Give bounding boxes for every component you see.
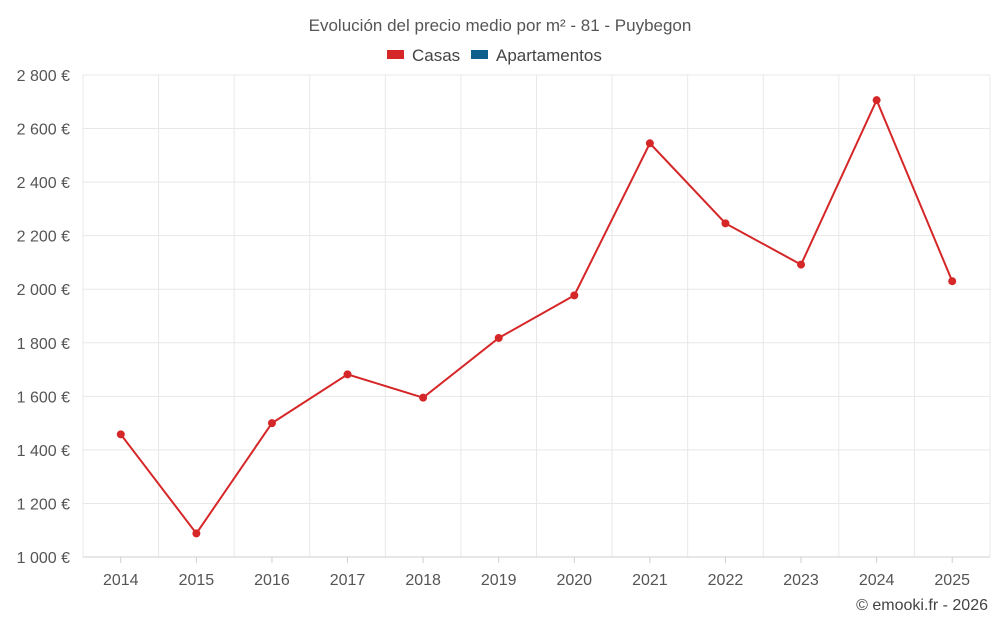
data-point-casas[interactable]	[872, 96, 881, 105]
axes: 1 000 € 1 200 € 1 400 € 1 600 € 1 800 € 2 000…	[17, 68, 990, 589]
data-point-casas[interactable]	[267, 419, 276, 428]
x-tick-label: 2016	[254, 572, 290, 589]
x-tick-label: 2019	[481, 572, 517, 589]
data-point-casas[interactable]	[192, 529, 201, 538]
data-point-casas[interactable]	[645, 139, 654, 148]
y-tick-label: 1 400 €	[17, 443, 70, 460]
y-tick-label: 2 400 €	[17, 175, 70, 192]
chart-title: Evolución del precio medio por m² - 81 -…	[309, 16, 692, 35]
data-point-casas[interactable]	[343, 370, 352, 379]
y-tick-label: 1 800 €	[17, 336, 70, 353]
data-point-casas[interactable]	[948, 277, 957, 286]
x-tick-label: 2022	[708, 572, 744, 589]
data-point-casas[interactable]	[570, 291, 579, 300]
series-line-casas	[119, 97, 954, 536]
x-tick-label: 2017	[330, 572, 366, 589]
data-point-casas[interactable]	[797, 260, 806, 269]
data-point-casas[interactable]	[116, 430, 125, 439]
x-tick-label: 2015	[179, 572, 215, 589]
copyright-text: © emooki.fr - 2026	[856, 597, 988, 614]
y-tick-label: 2 600 €	[17, 122, 70, 139]
x-tick-label: 2023	[783, 572, 819, 589]
x-tick-label: 2025	[934, 572, 970, 589]
x-tick-label: 2020	[556, 572, 592, 589]
x-tick-label: 2014	[103, 572, 139, 589]
data-point-casas[interactable]	[419, 393, 428, 402]
legend-label-apartamentos[interactable]: Apartamentos	[496, 46, 602, 65]
data-point-casas[interactable]	[494, 333, 503, 342]
y-tick-label: 2 000 €	[17, 282, 70, 299]
y-tick-label: 1 200 €	[17, 496, 70, 513]
plot-area	[116, 96, 957, 538]
x-tick-label: 2021	[632, 572, 668, 589]
grid	[82, 74, 991, 557]
y-tick-label: 1 000 €	[17, 550, 70, 567]
legend: Casas Apartamentos	[387, 46, 602, 65]
y-tick-label: 1 600 €	[17, 389, 70, 406]
y-tick-label: 2 200 €	[17, 229, 70, 246]
legend-swatch-casas	[387, 50, 404, 59]
legend-swatch-apartamentos	[471, 50, 488, 59]
x-tick-label: 2018	[405, 572, 441, 589]
y-tick-label: 2 800 €	[17, 68, 70, 85]
legend-label-casas[interactable]: Casas	[412, 46, 460, 65]
data-point-casas[interactable]	[721, 219, 730, 228]
x-tick-label: 2024	[859, 572, 895, 589]
